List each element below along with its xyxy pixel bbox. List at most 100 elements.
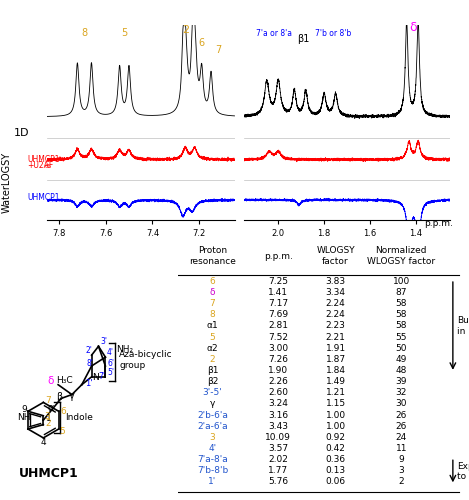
Text: 2: 2 (210, 355, 215, 364)
Text: 0.06: 0.06 (325, 478, 346, 486)
Text: 87: 87 (396, 288, 407, 297)
Text: 8: 8 (210, 310, 215, 320)
Text: 26: 26 (396, 410, 407, 420)
Text: N: N (92, 374, 99, 382)
Text: 58: 58 (396, 322, 407, 330)
Text: Buried
in protein: Buried in protein (457, 316, 469, 336)
Text: 6: 6 (210, 277, 215, 286)
Text: 1.21: 1.21 (325, 388, 346, 397)
Text: δ: δ (210, 288, 215, 297)
Text: 6: 6 (198, 38, 205, 48)
Text: 58: 58 (396, 299, 407, 308)
Text: 7.52: 7.52 (268, 332, 288, 342)
Text: 1.77: 1.77 (268, 466, 288, 475)
Text: UHMCP1: UHMCP1 (19, 467, 79, 480)
Text: 2'a-6'a: 2'a-6'a (197, 422, 228, 430)
Text: 3'-5': 3'-5' (203, 388, 222, 397)
Text: 3: 3 (399, 466, 404, 475)
Text: α: α (48, 402, 54, 412)
Text: 7'a or 8'a: 7'a or 8'a (256, 28, 292, 38)
Text: Exposed
to solvent: Exposed to solvent (457, 462, 469, 481)
Text: 5: 5 (210, 332, 215, 342)
Text: 3.57: 3.57 (268, 444, 288, 453)
Text: 4': 4' (209, 444, 217, 453)
Text: WaterLOGSY: WaterLOGSY (2, 152, 12, 213)
Text: β1: β1 (207, 366, 218, 375)
Text: 1.87: 1.87 (325, 355, 346, 364)
Text: 5.76: 5.76 (268, 478, 288, 486)
Text: H₃C: H₃C (57, 376, 73, 384)
Text: 7.17: 7.17 (268, 299, 288, 308)
Text: Indole: Indole (65, 413, 93, 422)
Text: 55: 55 (396, 332, 407, 342)
Text: NH₂: NH₂ (116, 344, 133, 354)
Text: 0.13: 0.13 (325, 466, 346, 475)
Text: 2.81: 2.81 (268, 322, 288, 330)
Text: 24: 24 (396, 433, 407, 442)
Text: 0.42: 0.42 (325, 444, 346, 453)
Text: UHMCP1: UHMCP1 (27, 156, 60, 164)
Text: 1.91: 1.91 (325, 344, 346, 352)
Text: 58: 58 (396, 310, 407, 320)
Text: δ: δ (410, 21, 417, 34)
Text: 2.23: 2.23 (325, 322, 346, 330)
Text: 65: 65 (45, 164, 52, 168)
Text: 1.41: 1.41 (268, 288, 288, 297)
Text: 5: 5 (121, 28, 128, 38)
Text: γ: γ (210, 400, 215, 408)
Text: 2.24: 2.24 (325, 310, 346, 320)
Text: 2: 2 (182, 25, 189, 35)
Text: 8': 8' (86, 359, 93, 368)
Text: 2.21: 2.21 (325, 332, 346, 342)
Text: 7.69: 7.69 (268, 310, 288, 320)
Text: 39: 39 (396, 377, 407, 386)
Text: 3.34: 3.34 (325, 288, 346, 297)
Text: 1': 1' (85, 378, 92, 388)
Text: 11: 11 (396, 444, 407, 453)
Text: 2: 2 (45, 419, 51, 428)
Text: 2: 2 (399, 478, 404, 486)
Text: β2: β2 (207, 377, 218, 386)
Text: 2.60: 2.60 (268, 388, 288, 397)
Text: Normalized
WLOGSY factor: Normalized WLOGSY factor (367, 246, 435, 266)
Text: 7: 7 (215, 45, 221, 55)
Text: 3.24: 3.24 (268, 400, 288, 408)
Text: 2'b-6'a: 2'b-6'a (197, 410, 228, 420)
Text: 7: 7 (45, 396, 51, 405)
Text: 1.15: 1.15 (325, 400, 346, 408)
Text: 1: 1 (46, 414, 52, 422)
Text: 3.83: 3.83 (325, 277, 346, 286)
Text: 30: 30 (396, 400, 407, 408)
Text: α2: α2 (207, 344, 219, 352)
Text: 6: 6 (60, 407, 66, 416)
Text: 7.26: 7.26 (268, 355, 288, 364)
Text: 1D: 1D (14, 128, 30, 138)
Text: NH: NH (17, 413, 31, 422)
Text: 3: 3 (45, 412, 50, 421)
Text: 2': 2' (86, 346, 92, 355)
Text: 7'b or 8'b: 7'b or 8'b (315, 28, 351, 38)
Text: 7'b-8'b: 7'b-8'b (197, 466, 228, 475)
Text: 7.25: 7.25 (268, 277, 288, 286)
Text: 50: 50 (396, 344, 407, 352)
Text: 1.90: 1.90 (268, 366, 288, 375)
Text: 7'a-8'a: 7'a-8'a (197, 455, 228, 464)
Text: Proton
resonance: Proton resonance (189, 246, 236, 266)
Text: p.p.m.: p.p.m. (264, 252, 293, 261)
Text: δ: δ (47, 376, 53, 386)
Text: γ: γ (69, 391, 75, 401)
Text: β: β (56, 392, 62, 402)
Text: 1.84: 1.84 (325, 366, 346, 375)
Text: 6': 6' (107, 359, 114, 368)
Text: 8: 8 (81, 28, 88, 38)
Text: 1.49: 1.49 (325, 377, 346, 386)
Text: 3.00: 3.00 (268, 344, 288, 352)
Text: 3: 3 (210, 433, 215, 442)
Text: 1': 1' (208, 478, 217, 486)
Text: 26: 26 (396, 422, 407, 430)
Text: α1: α1 (207, 322, 219, 330)
Text: 5': 5' (107, 368, 114, 377)
Text: +U2AF: +U2AF (27, 162, 53, 170)
Text: 100: 100 (393, 277, 410, 286)
Text: WLOGSY
factor: WLOGSY factor (316, 246, 355, 266)
